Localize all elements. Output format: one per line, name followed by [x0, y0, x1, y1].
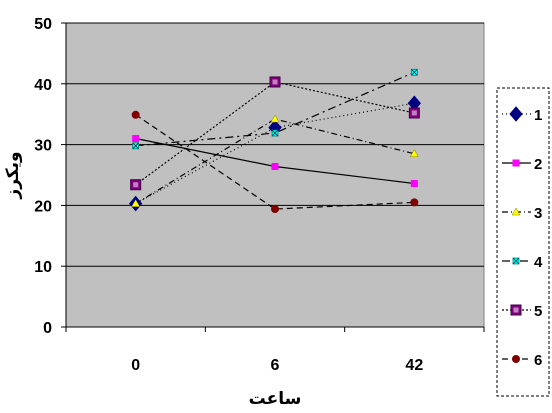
data-point-marker — [270, 114, 280, 123]
series-4 — [132, 68, 418, 150]
legend-item: 1 — [502, 106, 542, 124]
data-point-marker — [131, 199, 141, 207]
legend-label: 4 — [534, 254, 543, 271]
data-point-marker — [409, 149, 419, 157]
data-point-marker — [132, 135, 140, 143]
data-point-marker — [512, 355, 520, 363]
data-point-marker — [271, 129, 279, 137]
data-point-marker — [512, 257, 520, 265]
data-point-marker — [132, 142, 140, 150]
series-6 — [131, 110, 419, 214]
y-tick-label: 10 — [34, 259, 52, 276]
data-point-marker — [511, 207, 521, 216]
series-line — [135, 114, 415, 210]
data-point-marker — [510, 304, 522, 316]
y-axis-tick-labels: 0 10 20 30 40 50 — [34, 16, 52, 337]
legend-item: 2 — [502, 156, 542, 173]
series-5 — [130, 76, 420, 191]
legend-label: 3 — [534, 205, 542, 222]
x-axis-tick-labels: 0 6 42 — [131, 357, 423, 374]
legend-box — [496, 87, 550, 397]
data-point-marker — [271, 162, 279, 170]
legend-label: 6 — [534, 352, 542, 369]
x-axis-title: ساعت — [249, 389, 302, 409]
y-tick-label: 20 — [34, 198, 52, 215]
data-point-marker — [408, 107, 420, 119]
series-line — [135, 118, 415, 205]
legend-item: 6 — [502, 352, 542, 369]
y-tick-label: 40 — [34, 77, 52, 94]
data-point-marker — [131, 110, 140, 119]
legend-label: 2 — [534, 156, 542, 173]
y-tick-label: 0 — [43, 320, 52, 337]
series-2 — [132, 135, 418, 188]
data-point-marker — [512, 159, 520, 167]
series-3 — [131, 114, 419, 207]
x-tick-label: 6 — [271, 357, 280, 374]
legend-label: 1 — [534, 107, 542, 124]
series-group — [129, 68, 421, 214]
x-tick-label: 0 — [131, 357, 140, 374]
legend-item: 3 — [502, 205, 542, 222]
plot-area — [65, 22, 485, 328]
data-point-marker — [410, 198, 419, 207]
legend-item: 5 — [502, 303, 542, 320]
x-tick-label: 42 — [405, 357, 423, 374]
data-point-marker — [269, 76, 281, 88]
series-line — [135, 102, 415, 205]
legend-label: 5 — [534, 303, 542, 320]
data-point-marker — [130, 179, 142, 191]
data-point-marker — [410, 180, 418, 188]
y-tick-label: 30 — [34, 138, 52, 155]
data-point-marker — [410, 68, 418, 76]
y-tick-label: 50 — [34, 16, 52, 33]
legend: 1 2 3 4 5 6 — [496, 87, 550, 397]
data-point-marker — [509, 106, 523, 122]
y-axis-title: ویکرز — [3, 151, 23, 199]
data-point-marker — [271, 205, 279, 214]
legend-item: 4 — [502, 254, 543, 271]
